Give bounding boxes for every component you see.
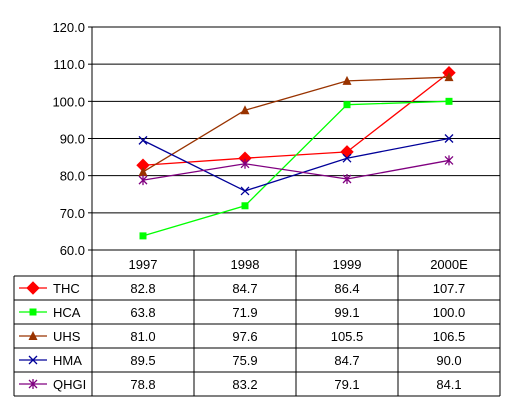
table-cell-value: 107.7: [433, 281, 466, 296]
marker-shape: [445, 97, 453, 105]
table-cell-value: 79.1: [334, 377, 359, 392]
series-line-qhgi: [142, 159, 450, 181]
legend-key-marker: [28, 331, 38, 340]
legend-series-name: UHS: [53, 329, 81, 344]
marker-shape: [240, 186, 250, 196]
marker-shape: [343, 101, 351, 109]
series-line-hma: [142, 137, 450, 192]
table-cell-value: 84.7: [232, 281, 257, 296]
marker-shape: [444, 72, 454, 82]
legend-series-name: QHGI: [53, 377, 86, 392]
table-cell-value: 89.5: [130, 353, 155, 368]
marker-shape: [139, 232, 147, 240]
data-point-uhs: [342, 75, 352, 85]
data-point-uhs: [138, 166, 148, 176]
marker-shape: [241, 202, 249, 210]
data-point-hca: [139, 232, 147, 240]
y-tick-label: 100.0: [52, 94, 85, 109]
table-cell-value: 81.0: [130, 329, 155, 344]
legend-key-marker: [29, 308, 37, 316]
table-cell-value: 90.0: [436, 353, 461, 368]
marker-shape: [28, 331, 38, 340]
table-cell-value: 97.6: [232, 329, 257, 344]
data-point-hca: [241, 202, 249, 210]
y-axis-ticks: 60.0 70.0 80.0 90.0 100.0 110.0 120.0: [52, 20, 92, 258]
data-point-hma: [240, 186, 250, 196]
x-category-label: 1997: [129, 257, 158, 272]
data-point-qhgi: [444, 155, 454, 166]
data-point-qhgi: [342, 174, 352, 185]
series-line-hca: [142, 100, 450, 237]
marker-shape: [138, 135, 148, 145]
table-cell-value: 71.9: [232, 305, 257, 320]
table-cell-value: 106.5: [433, 329, 466, 344]
legend-key-marker: [26, 281, 40, 295]
marker-shape: [28, 379, 38, 389]
table-cell-value: 100.0: [433, 305, 466, 320]
data-point-hma: [138, 135, 148, 145]
data-point-uhs: [240, 105, 250, 115]
table-cell-value: 75.9: [232, 353, 257, 368]
marker-shape: [342, 75, 352, 85]
table-cell-value: 84.7: [334, 353, 359, 368]
table-cell-value: 83.2: [232, 377, 257, 392]
legend-series-name: HMA: [53, 353, 82, 368]
marker-shape: [444, 134, 454, 143]
table-cell-value: 99.1: [334, 305, 359, 320]
marker-shape: [29, 308, 37, 316]
x-category-label: 2000E: [430, 257, 468, 272]
data-point-hca: [445, 97, 453, 105]
y-tick-label: 60.0: [60, 243, 85, 258]
y-tick-label: 120.0: [52, 20, 85, 35]
y-tick-label: 80.0: [60, 169, 85, 184]
y-tick-label: 110.0: [53, 57, 85, 72]
legend-key-marker: [28, 355, 38, 365]
marker-shape: [342, 153, 352, 163]
x-category-label: 1998: [231, 257, 260, 272]
table-cell-value: 82.8: [130, 281, 155, 296]
data-point-uhs: [444, 72, 454, 82]
table-cell-value: 63.8: [130, 305, 155, 320]
marker-shape: [342, 174, 352, 185]
y-tick-label: 70.0: [60, 206, 85, 221]
data-point-hma: [342, 153, 352, 163]
marker-shape: [138, 175, 148, 186]
table-cell-value: 105.5: [331, 329, 364, 344]
table-cell-value: 78.8: [130, 377, 155, 392]
table-cell-value: 86.4: [334, 281, 359, 296]
marker-shape: [444, 155, 454, 166]
data-table: 1997 1998 1999 2000E THC 82.8 84.7 86.4 107.7 HCA…: [13, 250, 501, 397]
marker-shape: [240, 105, 250, 115]
series-lines: [136, 66, 456, 240]
legend-key-marker: [28, 379, 38, 389]
table-cell-value: 84.1: [436, 377, 461, 392]
marker-shape: [240, 158, 250, 169]
y-tick-label: 90.0: [60, 132, 85, 147]
data-point-hma: [444, 134, 454, 143]
data-point-qhgi: [138, 175, 148, 186]
marker-shape: [26, 281, 40, 295]
legend-series-name: THC: [53, 281, 80, 296]
marker-shape: [28, 355, 38, 365]
data-point-hca: [343, 101, 351, 109]
data-point-qhgi: [240, 158, 250, 169]
marker-shape: [138, 166, 148, 176]
gridlines: [91, 26, 501, 255]
series-line-uhs: [142, 76, 450, 173]
x-category-label: 1999: [333, 257, 362, 272]
legend-series-name: HCA: [53, 305, 81, 320]
